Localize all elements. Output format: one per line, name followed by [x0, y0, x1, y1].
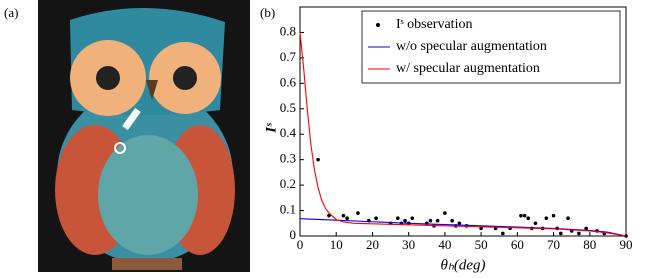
owl-photo — [38, 0, 250, 272]
observation-point — [566, 216, 570, 220]
y-tick-label: 0 — [290, 227, 297, 242]
x-tick-label: 80 — [583, 237, 596, 252]
y-tick-label: 0.8 — [280, 23, 296, 38]
observation-point — [356, 211, 360, 215]
x-tick-label: 70 — [547, 237, 560, 252]
observation-point — [429, 219, 433, 223]
observation-point — [526, 216, 530, 220]
observation-point — [577, 232, 581, 236]
x-tick-label: 50 — [475, 237, 488, 252]
observation-point — [450, 219, 454, 223]
y-tick-label: 0.7 — [280, 49, 297, 64]
observation-point — [552, 214, 556, 218]
y-tick-label: 0.6 — [280, 74, 297, 89]
x-tick-label: 20 — [366, 237, 379, 252]
y-tick-label: 0.5 — [280, 100, 296, 115]
figure: (a) (b) 0 0.1 0.2 0.3 0.4 0.5 0.6 0.7 0.8 0 10 20 30… — [0, 0, 649, 278]
y-tick-label: 0.1 — [280, 202, 296, 217]
legend-label: Iˢ observation — [396, 17, 472, 32]
x-tick-label: 90 — [620, 237, 633, 252]
observation-point — [342, 214, 346, 218]
observation-point — [534, 221, 538, 225]
legend-label: w/ specular augmentation — [396, 61, 540, 76]
series-line — [300, 219, 626, 236]
y-tick-label: 0.2 — [280, 176, 296, 191]
y-tick-label: 0.4 — [280, 125, 297, 140]
observation-point — [316, 158, 320, 162]
x-tick-label: 10 — [330, 237, 343, 252]
observation-point — [410, 216, 414, 220]
observation-point — [501, 232, 505, 236]
x-tick-label: 60 — [511, 237, 524, 252]
observation-point — [523, 214, 527, 218]
observation-point — [374, 216, 378, 220]
observation-point — [345, 216, 349, 220]
panel-label: (b) — [260, 5, 275, 20]
y-tick-label: 0.3 — [280, 151, 296, 166]
observation-point — [443, 211, 447, 215]
x-tick-label: 30 — [402, 237, 415, 252]
observation-point — [436, 219, 440, 223]
panel-label: (a) — [4, 5, 18, 20]
x-tick-label: 40 — [438, 237, 451, 252]
x-tick-label: 0 — [297, 237, 304, 252]
y-axis-label: Iˢ — [263, 123, 279, 134]
observation-point — [425, 221, 429, 225]
x-axis-label: θₕ(deg) — [440, 257, 485, 273]
legend-marker — [376, 23, 380, 27]
observation-point — [559, 232, 563, 236]
legend-label: w/o specular augmentation — [396, 39, 547, 54]
observation-point — [519, 214, 523, 218]
observation-point — [403, 219, 407, 223]
observation-point — [396, 216, 400, 220]
observation-point — [545, 216, 549, 220]
